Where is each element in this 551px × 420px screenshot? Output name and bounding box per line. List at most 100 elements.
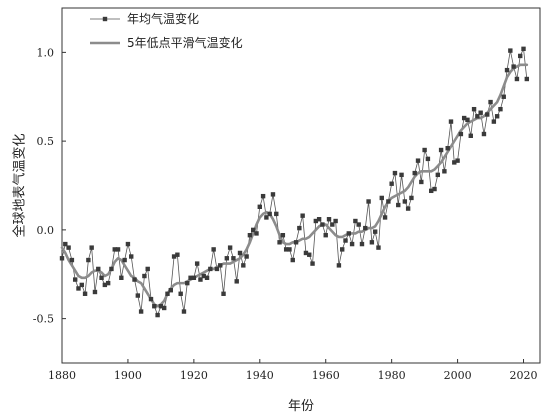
data-point <box>161 305 167 311</box>
data-point <box>448 119 454 124</box>
data-point <box>405 206 411 211</box>
data-point <box>79 282 84 288</box>
data-point <box>208 266 213 272</box>
data-point <box>283 247 289 252</box>
data-point <box>326 217 332 222</box>
data-point <box>481 131 487 137</box>
data-point <box>346 231 351 236</box>
data-point <box>119 275 124 280</box>
data-point <box>270 192 276 197</box>
data-point <box>504 67 510 73</box>
data-point <box>415 158 421 163</box>
series-annual-line <box>61 47 528 317</box>
data-point <box>82 291 88 296</box>
data-point <box>181 309 187 314</box>
data-point <box>514 76 520 82</box>
data-point <box>402 199 408 204</box>
data-point <box>59 256 65 261</box>
data-point <box>234 279 239 284</box>
data-point <box>359 241 365 247</box>
data-point <box>105 280 111 286</box>
data-point <box>76 286 81 291</box>
data-point <box>343 238 348 243</box>
x-tick-label: 1900 <box>114 369 142 382</box>
data-point <box>399 172 404 178</box>
data-point <box>376 245 381 250</box>
data-point <box>158 304 164 309</box>
data-point <box>316 217 322 222</box>
data-point <box>303 250 309 256</box>
data-point <box>521 46 526 52</box>
data-point <box>429 188 434 194</box>
data-point <box>260 193 266 199</box>
data-point <box>148 296 154 302</box>
data-point <box>409 195 414 201</box>
data-point <box>152 304 157 309</box>
legend-annual-label: 年均气温变化 <box>127 11 199 26</box>
data-point <box>313 218 319 224</box>
data-point <box>69 257 75 263</box>
data-point <box>330 222 335 227</box>
data-point <box>363 225 368 231</box>
data-point <box>63 241 68 247</box>
data-point <box>142 273 147 279</box>
data-point <box>257 204 262 209</box>
data-point <box>241 263 246 268</box>
data-point <box>201 273 206 279</box>
data-point <box>185 280 190 286</box>
plot-frame <box>61 7 541 364</box>
data-point <box>227 245 233 250</box>
data-point <box>307 252 312 257</box>
data-point <box>468 133 473 138</box>
data-point <box>198 277 203 282</box>
data-point <box>132 277 137 282</box>
data-point <box>277 240 282 245</box>
data-point <box>122 257 127 263</box>
data-point <box>115 247 121 252</box>
data-point <box>211 247 216 252</box>
data-point <box>290 257 295 263</box>
y-tick-label: 0.0 <box>37 224 55 237</box>
data-point <box>135 293 141 298</box>
data-point <box>435 172 441 178</box>
data-point <box>432 186 437 192</box>
legend-smoothed-label: 5年低点平滑气温变化 <box>127 35 243 50</box>
data-point <box>366 199 371 204</box>
data-point <box>501 94 506 99</box>
y-tick-label: 0.5 <box>37 135 55 148</box>
data-point <box>274 211 279 217</box>
data-point <box>165 291 170 296</box>
data-point <box>155 312 160 318</box>
data-point <box>168 288 173 293</box>
x-tick-label: 2020 <box>510 369 538 382</box>
data-point <box>356 222 361 227</box>
data-point <box>458 131 464 137</box>
data-point <box>389 181 394 186</box>
data-point <box>518 53 523 59</box>
x-tick-label: 2000 <box>444 369 472 382</box>
data-point <box>425 156 431 162</box>
data-point <box>485 112 490 117</box>
data-point <box>461 115 467 121</box>
y-tick-label: 1.0 <box>37 46 55 59</box>
x-tick-label: 1980 <box>378 369 406 382</box>
data-point <box>224 256 230 261</box>
data-point <box>145 266 150 272</box>
data-point <box>488 99 493 105</box>
data-point <box>251 227 256 233</box>
data-point <box>244 254 249 259</box>
data-point <box>511 64 516 69</box>
data-point <box>287 247 292 252</box>
x-tick-label: 1940 <box>246 369 274 382</box>
data-point <box>452 160 457 165</box>
data-point <box>214 266 220 272</box>
data-point <box>438 147 444 153</box>
x-tick-label: 1960 <box>312 369 340 382</box>
data-point <box>455 158 460 163</box>
data-point <box>508 48 513 53</box>
data-point <box>254 231 259 236</box>
data-point <box>494 114 500 119</box>
data-point <box>125 241 131 247</box>
x-tick-label: 1920 <box>180 369 208 382</box>
